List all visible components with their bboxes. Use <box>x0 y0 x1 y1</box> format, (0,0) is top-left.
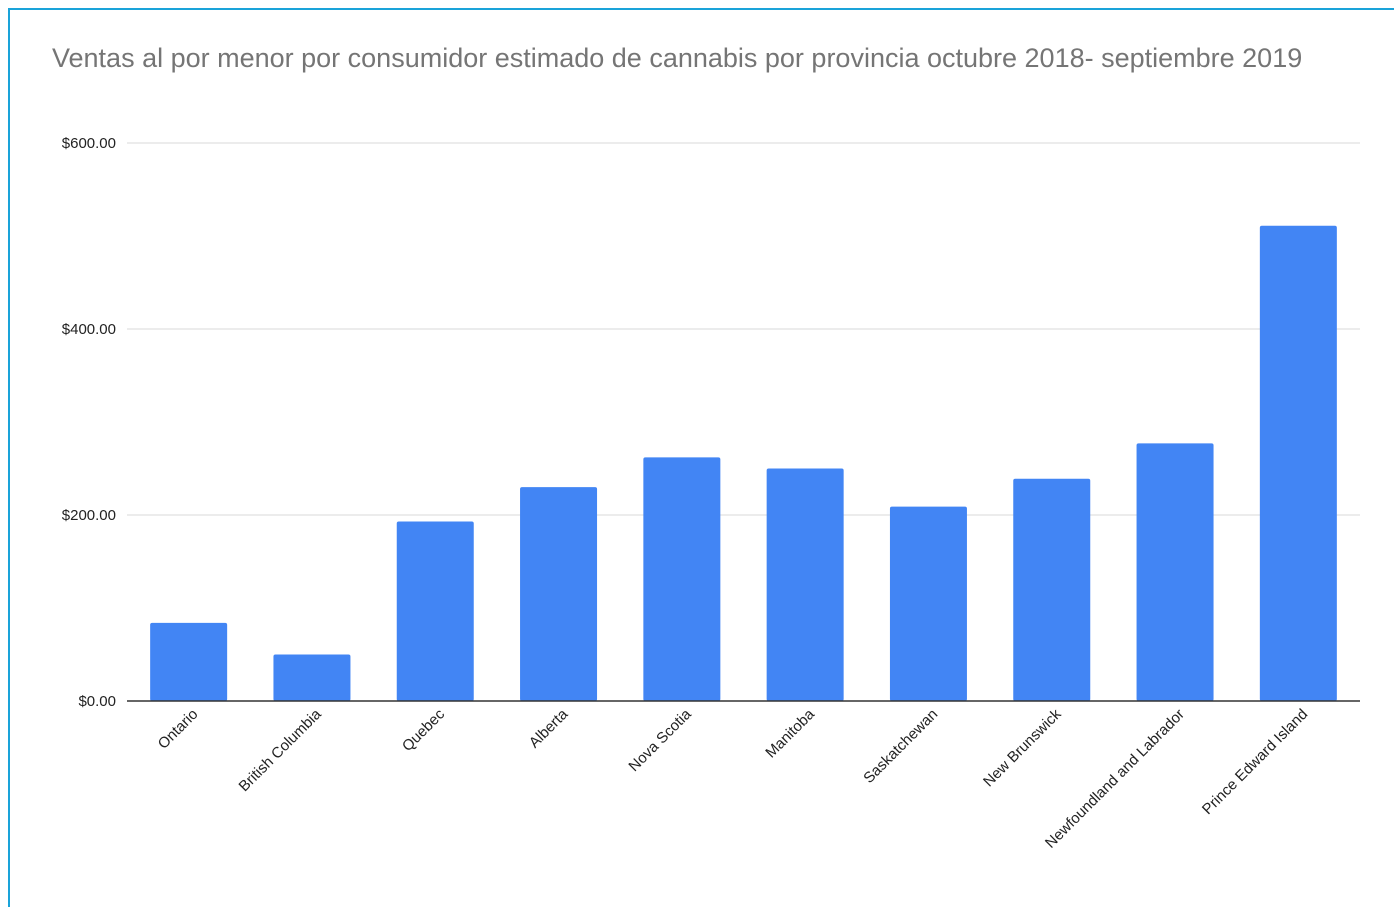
y-axis-tick-labels: $0.00 $200.00 $400.00 $600.00 <box>62 135 116 710</box>
bar <box>1013 478 1091 701</box>
x-tick-label: Prince Edward Island <box>1199 706 1311 818</box>
y-tick-label: $400.00 <box>62 321 116 338</box>
x-tick-label: Newfoundland and Labrador <box>1042 706 1188 852</box>
bar <box>1136 443 1214 701</box>
bar <box>273 654 351 701</box>
x-tick-label: Ontario <box>155 706 202 753</box>
x-tick-label: Quebec <box>399 705 449 755</box>
x-tick-label: Nova Scotia <box>625 705 695 775</box>
y-tick-label: $600.00 <box>62 135 116 152</box>
x-tick-label: Manitoba <box>762 705 818 761</box>
bar <box>1259 225 1337 701</box>
x-tick-label: Saskatchewan <box>860 706 941 787</box>
bars <box>150 225 1337 701</box>
bar <box>150 622 228 701</box>
x-tick-label: Alberta <box>526 705 572 751</box>
bar <box>766 468 844 701</box>
bar <box>643 457 721 701</box>
chart-title: Ventas al por menor por consumidor estim… <box>52 43 1303 73</box>
x-tick-label: New Brunswick <box>980 705 1065 790</box>
y-tick-label: $0.00 <box>78 693 116 710</box>
bar <box>889 506 967 701</box>
bar <box>520 487 598 701</box>
x-axis-tick-labels: Ontario British Columbia Quebec Alberta Nova… <box>155 705 1312 851</box>
x-tick-label: British Columbia <box>236 705 326 795</box>
chart-frame <box>8 8 1394 907</box>
bar <box>396 521 474 701</box>
y-tick-label: $200.00 <box>62 507 116 524</box>
